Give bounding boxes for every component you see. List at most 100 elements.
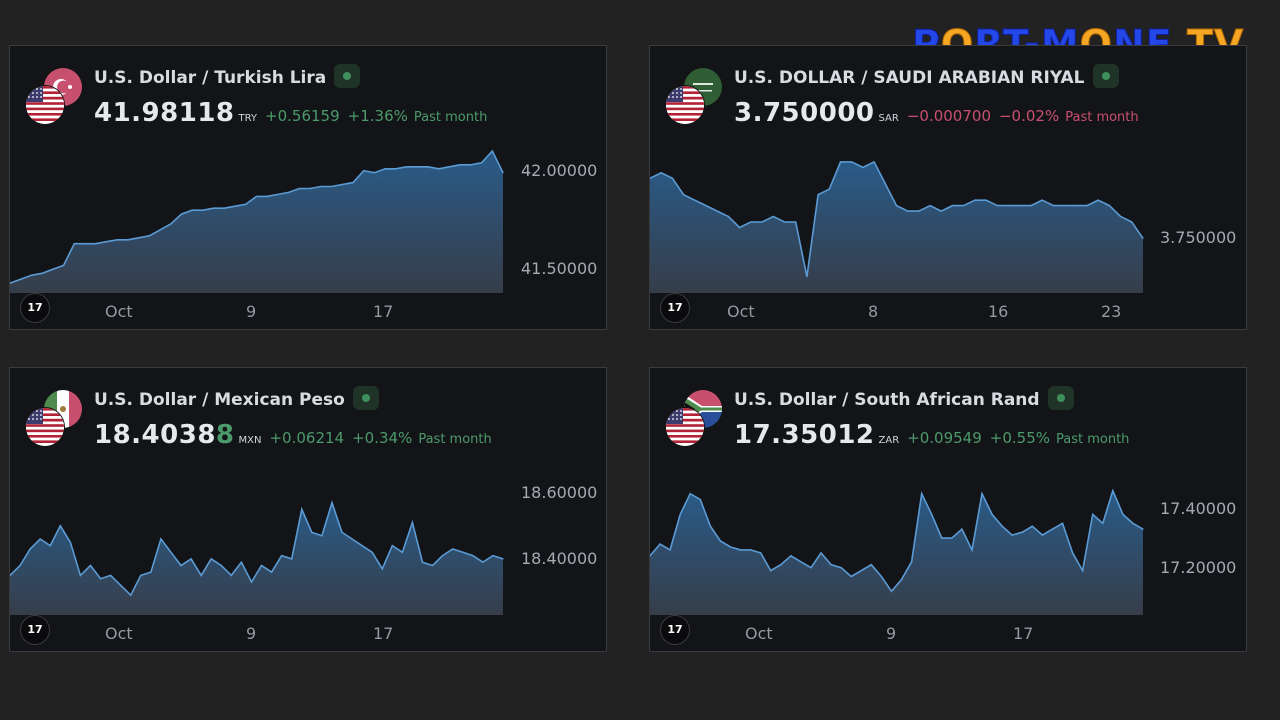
symbol-title[interactable]: U.S. DOLLAR / SAUDI ARABIAN RIYAL [734, 64, 1119, 90]
x-axis-tick-label: Oct [105, 624, 133, 643]
data-point [873, 161, 875, 163]
price-row: 41.98118 TRY +0.56159 +1.36% Past month [94, 98, 487, 128]
data-point [1001, 525, 1003, 527]
data-point [783, 221, 786, 223]
y-axis-tick-label: 17.40000 [1160, 499, 1237, 518]
data-point [1131, 221, 1133, 223]
tradingview-logo-icon[interactable]: 17 [20, 615, 50, 645]
data-point [482, 561, 484, 563]
data-point [481, 162, 483, 164]
last-price-main: 3.750000 [734, 98, 875, 128]
symbol-title[interactable]: U.S. Dollar / South African Rand [734, 386, 1074, 412]
y-axis-tick-label: 18.40000 [521, 549, 598, 568]
currency-flags [664, 390, 724, 450]
price-row: 3.750000 SAR −0.000700 −0.02% Past month [734, 98, 1139, 128]
price-chart[interactable] [10, 46, 608, 331]
price-chart[interactable] [650, 46, 1248, 331]
data-point [941, 537, 943, 539]
currency-flags [24, 390, 84, 450]
data-point [1064, 205, 1066, 207]
y-axis-tick-label: 41.50000 [521, 259, 598, 278]
last-price: 3.750000 [734, 98, 875, 128]
area-fill [10, 502, 503, 615]
data-point [363, 170, 365, 172]
data-point [120, 584, 122, 586]
x-axis-tick-label: 23 [1101, 302, 1122, 321]
currency-code: TRY [238, 113, 258, 124]
area-fill [10, 151, 503, 293]
data-point [705, 205, 707, 207]
data-point [10, 574, 11, 576]
data-point [371, 551, 373, 553]
data-point [971, 549, 973, 551]
data-point [740, 549, 742, 551]
y-axis-tick-label: 17.20000 [1160, 558, 1237, 577]
chart-card-usd-mxn[interactable]: U.S. Dollar / Mexican Peso 18.40388 MXN +0.… [9, 367, 607, 652]
data-point [191, 209, 193, 211]
symbol-title-text: U.S. Dollar / Mexican Peso [94, 390, 345, 410]
data-point [277, 193, 279, 195]
data-point [795, 221, 797, 223]
data-point [491, 150, 493, 152]
data-point [10, 282, 11, 284]
data-point [780, 564, 782, 566]
data-point [840, 567, 842, 569]
tradingview-logo-icon[interactable]: 17 [660, 615, 690, 645]
price-change: −0.000700 [906, 107, 991, 125]
data-point [384, 168, 386, 170]
data-point [895, 205, 898, 207]
data-point [416, 166, 418, 168]
data-point [679, 513, 681, 515]
symbol-title[interactable]: U.S. Dollar / Turkish Lira [94, 64, 361, 90]
data-point [321, 535, 323, 537]
data-point [330, 185, 333, 188]
data-point [213, 207, 215, 209]
data-point [401, 551, 403, 553]
data-point [288, 191, 290, 193]
data-point [806, 276, 808, 278]
data-point [266, 195, 268, 197]
data-point [921, 493, 923, 495]
data-point [395, 168, 397, 170]
data-point [709, 525, 711, 527]
data-point [116, 239, 118, 241]
data-point [20, 278, 22, 280]
data-point [940, 210, 942, 212]
tradingview-logo-icon[interactable]: 17 [20, 293, 50, 323]
data-point [448, 166, 450, 168]
tradingview-logo-icon[interactable]: 17 [660, 293, 690, 323]
price-change: +0.06214 [269, 429, 345, 447]
x-axis-tick-label: 9 [246, 302, 257, 321]
chart-card-usd-zar[interactable]: U.S. Dollar / South African Rand 17.35012… [649, 367, 1247, 652]
data-point [170, 223, 172, 225]
data-point [1072, 552, 1074, 554]
data-point [671, 177, 673, 179]
data-point [760, 552, 762, 554]
data-point [660, 172, 662, 174]
market-open-indicator [334, 64, 361, 88]
data-point [1021, 531, 1023, 533]
data-point [659, 543, 661, 545]
price-chart[interactable] [10, 368, 608, 653]
symbol-title[interactable]: U.S. Dollar / Mexican Peso [94, 386, 379, 412]
price-change-percent: +1.36% [347, 107, 408, 125]
data-point [750, 549, 752, 551]
data-point [1031, 525, 1033, 527]
data-point [907, 210, 909, 212]
data-point [985, 199, 987, 201]
x-axis-tick-label: 8 [868, 302, 879, 321]
data-point [331, 502, 333, 504]
data-point [30, 274, 32, 276]
series-line [10, 500, 504, 597]
price-chart[interactable] [650, 368, 1248, 653]
data-point [95, 243, 97, 245]
data-point [492, 555, 494, 557]
data-point [459, 164, 461, 166]
data-point [669, 549, 671, 551]
data-point [49, 545, 51, 547]
data-point [1108, 205, 1110, 207]
chart-card-usd-try[interactable]: U.S. Dollar / Turkish Lira 41.98118 TRY +0.… [9, 45, 607, 330]
data-point [790, 555, 792, 557]
data-point [432, 564, 434, 567]
chart-card-usd-sar[interactable]: U.S. DOLLAR / SAUDI ARABIAN RIYAL 3.75000… [649, 45, 1247, 330]
